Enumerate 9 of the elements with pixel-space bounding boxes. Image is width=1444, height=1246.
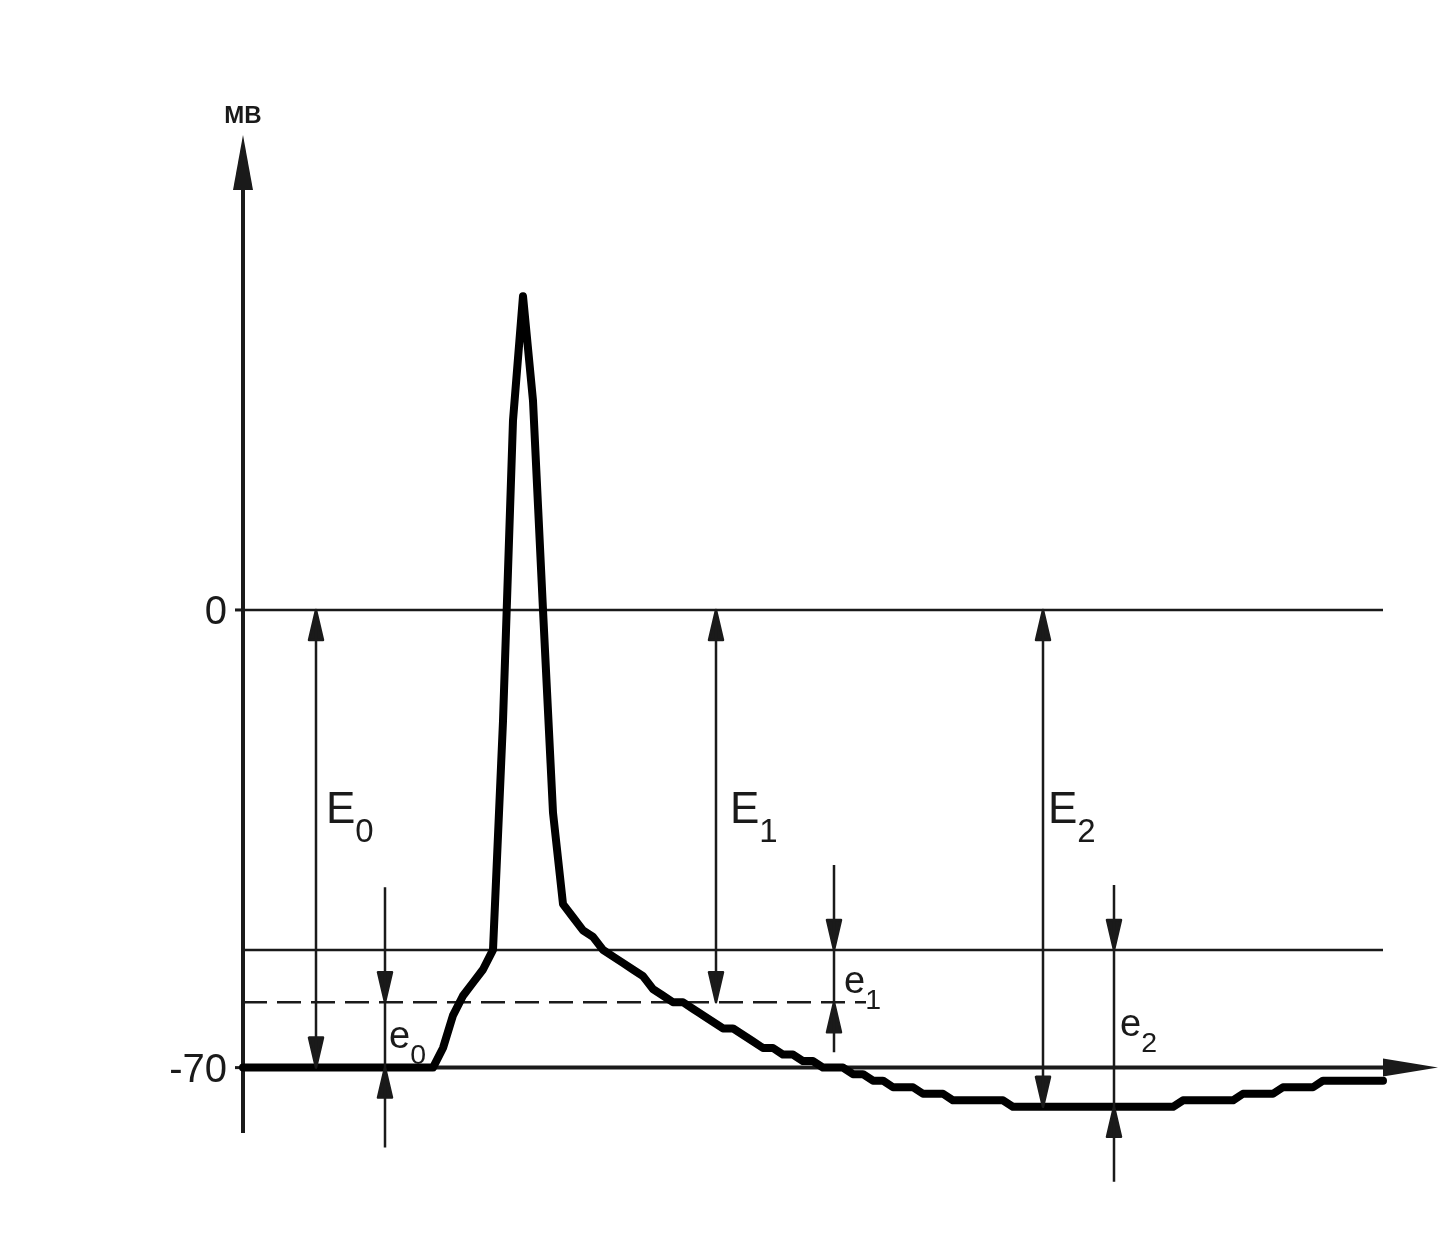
annotation: E$_{1}$ [730,783,778,849]
y-tick-label: -70 [169,1045,227,1090]
annotation: E$_{2}$ [1048,783,1096,849]
annotation: e$_{1}$ [844,959,881,1015]
annotation: e$_{2}$ [1120,1002,1157,1058]
y-tick-label: 0 [204,587,227,632]
annotation: E$_{0}$ [326,783,374,849]
y-axis-title: MB [224,101,262,128]
annotation: e$_{0}$ [389,1014,426,1070]
